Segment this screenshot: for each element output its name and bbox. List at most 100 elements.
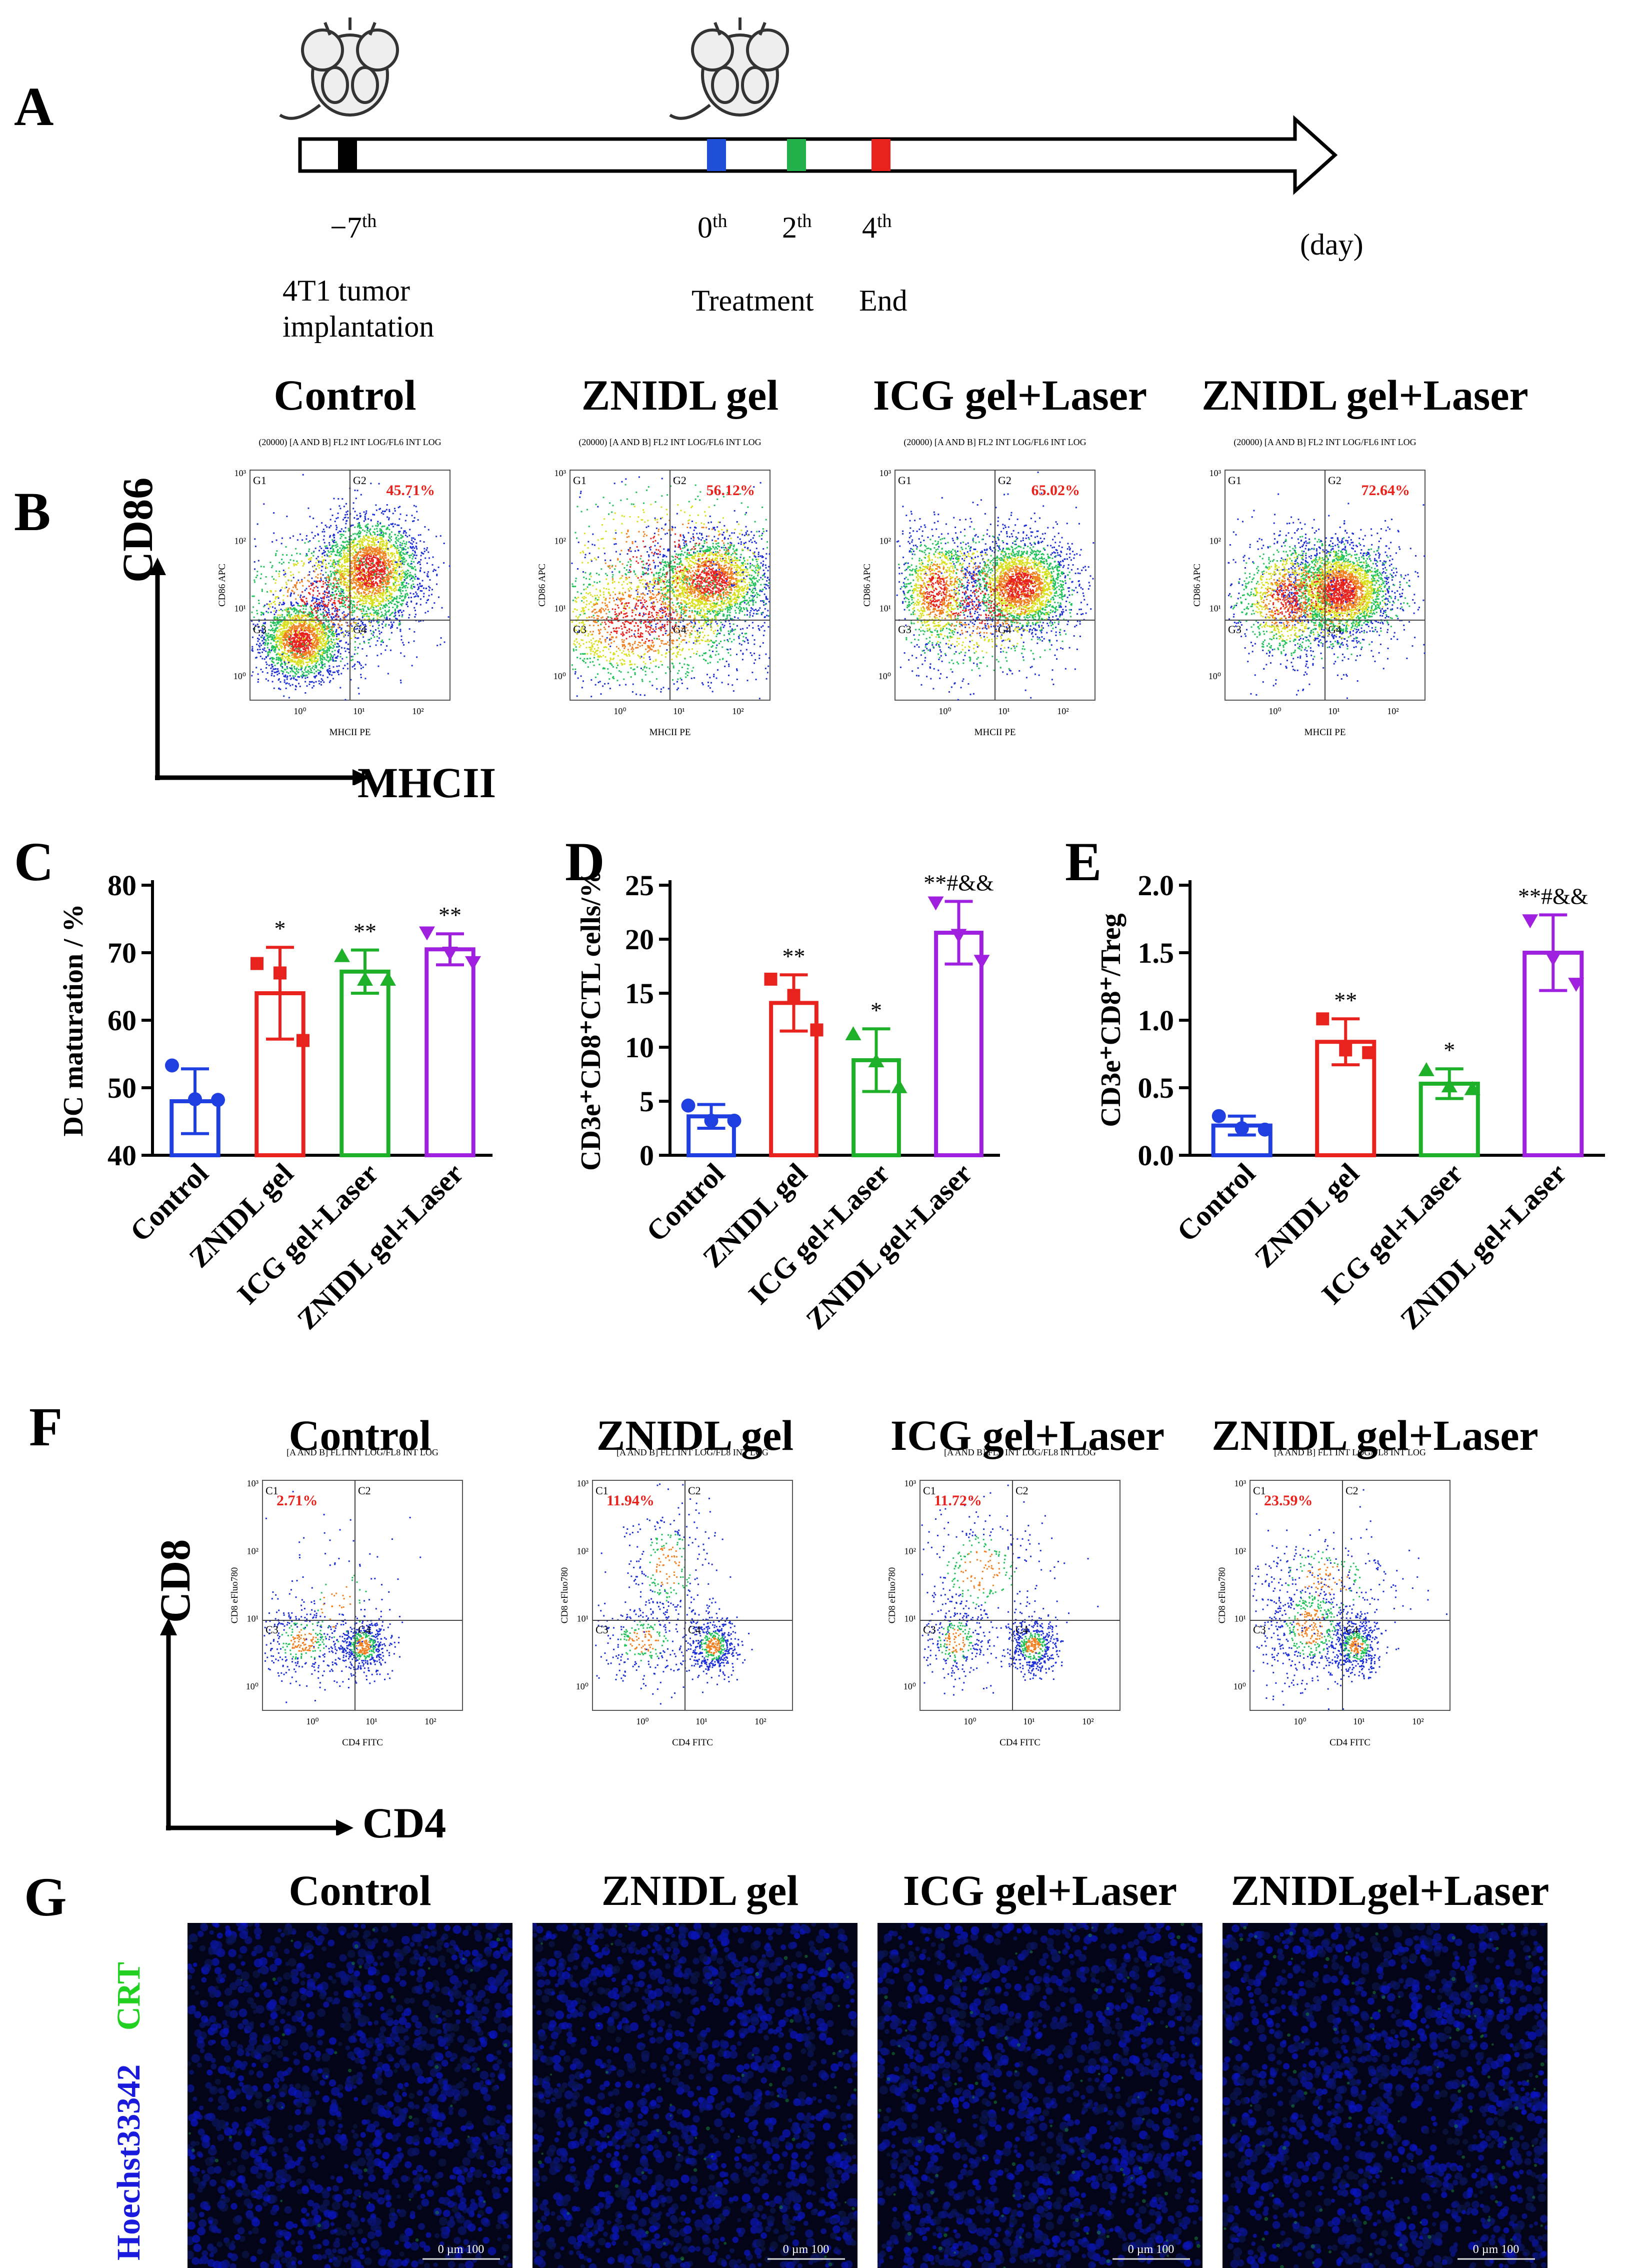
axis-tick: 10² [412, 706, 424, 716]
axis-tick: 10² [1387, 706, 1398, 716]
mouse-icon [280, 18, 398, 119]
timeline-arrow [300, 119, 1335, 191]
gate-label: C3 [923, 1623, 936, 1636]
flow-header: [A AND B] FL1 INT LOG/FL8 INT LOG [944, 1447, 1096, 1457]
axis-tick: 10¹ [1353, 1716, 1364, 1726]
axis-tick: 10² [732, 706, 744, 716]
axis-tick: 10¹ [998, 706, 1010, 716]
gate-percent: 2.71% [276, 1492, 318, 1509]
flow-header: (20000) [A AND B] FL2 INT LOG/FL6 INT LO… [1234, 437, 1416, 448]
x-tick-label: Control [1170, 1157, 1262, 1248]
axis-tick: 10² [1210, 536, 1221, 546]
y-axis-label: CD3e⁺CD8⁺/Treg [1096, 913, 1126, 1127]
flow-frame [920, 1480, 1120, 1710]
axis-tick: 10⁰ [636, 1716, 648, 1726]
panel-letter-b: B [14, 480, 50, 544]
data-point [1258, 1123, 1272, 1137]
y-tick-label: 0.5 [1138, 1072, 1174, 1104]
axis-tick: 10² [754, 1716, 766, 1726]
y-tick-label: 15 [625, 977, 654, 1010]
mouse-icon [670, 18, 788, 119]
data-point [419, 927, 435, 941]
flow-xlabel: CD4 FITC [1000, 1737, 1040, 1748]
flow-xlabel: MHCII PE [1304, 727, 1346, 738]
axis-tick: 10² [424, 1716, 436, 1726]
y-tick-label: 2.0 [1138, 869, 1174, 902]
y-tick-label: 60 [108, 1004, 136, 1037]
data-point [1418, 1062, 1434, 1076]
gate-label: C2 [688, 1484, 701, 1497]
flow-header: [A AND B] FL1 INT LOG/FL8 INT LOG [1274, 1447, 1426, 1457]
significance-label: **#&& [1518, 883, 1588, 909]
bar [342, 972, 388, 1155]
timeline-unit: (day) [1300, 228, 1364, 262]
axis-tick: 10¹ [577, 1614, 588, 1624]
axis-tick: 10² [904, 1546, 916, 1556]
if-image: 0 µm 100 [532, 1923, 858, 2268]
flow-xlabel: MHCII PE [650, 727, 691, 738]
scale-bar-label: 0 µm 100 [1128, 2243, 1174, 2256]
group-title-znidl-gel: ZNIDL gel [560, 370, 800, 420]
y-tick-label: 10 [625, 1031, 654, 1064]
data-point [1522, 914, 1538, 928]
data-point [250, 957, 264, 970]
significance-label: * [1444, 1037, 1455, 1063]
flow-frame [1250, 1480, 1450, 1710]
significance-label: ** [354, 919, 376, 944]
axis-tick: 10³ [904, 1478, 916, 1488]
gate-percent: 72.64% [1362, 482, 1410, 499]
axis-tick: 10² [247, 1546, 258, 1556]
axis-tick: 10⁰ [1234, 1681, 1246, 1691]
significance-label: ** [1334, 987, 1357, 1013]
axis-tick: 10⁰ [1294, 1716, 1306, 1726]
axis-tick: 10¹ [880, 604, 891, 614]
group-title-znidl-laser: ZNIDL gel+Laser [1185, 370, 1545, 420]
gate-label: G3 [898, 623, 912, 636]
flow-plot: (20000) [A AND B] FL2 INT LOG/FL6 INT LO… [1185, 435, 1455, 765]
gate-percent: 11.72% [934, 1492, 982, 1509]
significance-label: * [274, 916, 286, 941]
data-point [788, 989, 800, 1002]
y-tick-label: 50 [108, 1072, 136, 1104]
flow-ylabel: CD86 APC [537, 564, 548, 607]
axis-tick: 10¹ [1210, 604, 1221, 614]
gate-label: C4 [1016, 1623, 1028, 1636]
axis-tick: 10² [554, 536, 566, 546]
gate-label: G1 [253, 474, 266, 487]
gate-label: C2 [1016, 1484, 1028, 1497]
timeline-day-4: 4th [862, 210, 892, 245]
axis-tick: 10¹ [904, 1614, 916, 1624]
timeline-day-minus7: −7th [330, 210, 376, 245]
axis-tick: 10⁰ [964, 1716, 976, 1726]
gate-label: G1 [898, 474, 912, 487]
gate-percent: 56.12% [706, 482, 756, 499]
flow-plot: (20000) [A AND B] FL2 INT LOG/FL6 INT LO… [855, 435, 1125, 765]
gate-label: G3 [573, 623, 586, 636]
flow-xlabel: CD4 FITC [672, 1737, 713, 1748]
flow-xlabel: MHCII PE [974, 727, 1016, 738]
significance-label: ** [438, 902, 462, 928]
data-point [211, 1093, 225, 1107]
y-axis-label: DC maturation / % [58, 904, 89, 1136]
axis-tick: 10⁰ [938, 706, 951, 716]
gate-label: G4 [1328, 623, 1342, 636]
axis-label-cd4: CD4 [362, 1798, 446, 1848]
significance-label: ** [782, 943, 806, 969]
if-image: 0 µm 100 [1222, 1923, 1548, 2268]
if-image: 0 µm 100 [188, 1923, 512, 2268]
data-point [764, 973, 778, 986]
data-point [188, 1092, 202, 1106]
x-tick-label: ICG gel+Laser [742, 1157, 896, 1310]
flow-header: (20000) [A AND B] FL2 INT LOG/FL6 INT LO… [578, 437, 761, 448]
data-point [728, 1114, 742, 1128]
y-tick-label: 5 [640, 1085, 654, 1118]
scale-bar-label: 0 µm 100 [438, 2243, 484, 2256]
axis-tick: 10⁰ [1208, 671, 1221, 681]
data-point [1212, 1109, 1226, 1123]
flow-frame [592, 1480, 792, 1710]
flow-ylabel: CD8 eFluo780 [1217, 1567, 1228, 1623]
axis-tick: 10⁰ [904, 1681, 916, 1691]
